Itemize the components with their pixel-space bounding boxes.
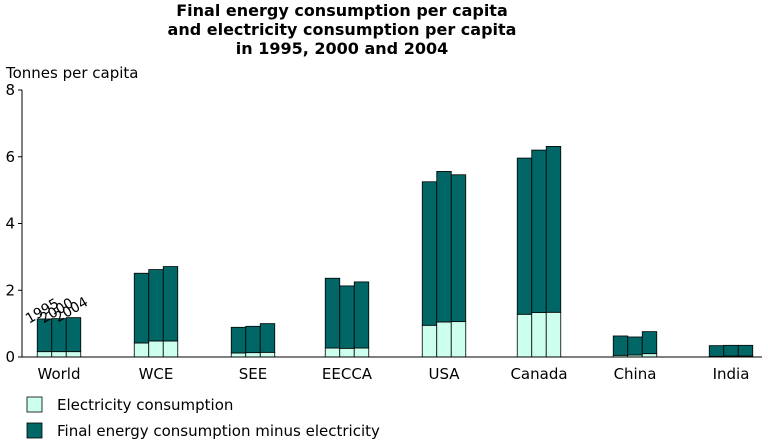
bar-final-energy-canada-1995 <box>516 157 533 315</box>
bars: World WCE SEE EECCA USA Canada China India <box>36 146 754 383</box>
bar-electricity-wce-1995 <box>133 342 150 358</box>
bar-electricity-usa-1995 <box>421 324 438 358</box>
category-label: EECCA <box>322 365 373 383</box>
category-label: WCE <box>139 365 174 383</box>
bar-final-energy-eecca-2004 <box>353 281 370 349</box>
y-axis-label: Tonnes per capita <box>5 64 139 82</box>
bar-electricity-see-2000 <box>245 352 261 358</box>
bar-final-energy-india-2004 <box>737 344 754 357</box>
bar-electricity-usa-2004 <box>450 321 467 358</box>
bar-electricity-see-2004 <box>259 351 276 358</box>
y-tick-label: 0 <box>5 348 15 366</box>
bar-electricity-eecca-2004 <box>353 347 370 358</box>
bar-final-energy-wce-2000 <box>148 269 164 342</box>
category-label: World <box>38 365 81 383</box>
bar-electricity-usa-2000 <box>436 321 452 358</box>
category-label: SEE <box>239 365 267 383</box>
y-tick-label: 8 <box>5 81 15 99</box>
bar-electricity-world-2000 <box>51 351 67 358</box>
bar-final-energy-canada-2004 <box>545 146 562 313</box>
legend: Electricity consumption Final energy cons… <box>26 396 380 440</box>
bar-final-energy-eecca-1995 <box>324 277 341 349</box>
bar-final-energy-wce-2004 <box>162 266 179 342</box>
bar-final-energy-world-2004 <box>65 317 82 353</box>
legend-label: Final energy consumption minus electrici… <box>57 422 380 440</box>
bar-electricity-world-1995 <box>36 351 53 358</box>
bar-final-energy-see-2000 <box>245 325 261 354</box>
bar-final-energy-see-1995 <box>230 326 247 354</box>
bar-electricity-wce-2004 <box>162 340 179 358</box>
y-tick-label: 2 <box>5 281 15 299</box>
bar-final-energy-canada-2000 <box>531 149 547 314</box>
category-label: USA <box>428 365 460 383</box>
bar-final-energy-wce-1995 <box>133 272 150 344</box>
bar-electricity-eecca-2000 <box>339 347 355 358</box>
axes: 0 2 4 6 8 <box>5 81 762 366</box>
y-tick-label: 4 <box>5 215 15 233</box>
bar-electricity-canada-2004 <box>545 311 562 358</box>
bar-final-energy-usa-1995 <box>421 181 438 326</box>
bar-electricity-china-2004 <box>641 353 658 358</box>
bar-electricity-eecca-1995 <box>324 347 341 358</box>
chart-title-line: in 1995, 2000 and 2004 <box>236 39 448 58</box>
chart-title-line: Final energy consumption per capita <box>176 1 508 20</box>
bar-final-energy-usa-2000 <box>436 171 452 323</box>
bar-final-energy-see-2004 <box>259 323 276 353</box>
bar-electricity-canada-2000 <box>531 312 547 358</box>
bar-electricity-wce-2000 <box>148 340 164 358</box>
category-label: India <box>713 365 750 383</box>
bar-electricity-world-2004 <box>65 351 82 358</box>
bar-electricity-canada-1995 <box>516 313 533 358</box>
bar-final-energy-china-2000 <box>627 336 643 356</box>
legend-swatch <box>26 396 43 413</box>
bar-final-energy-india-2000 <box>723 344 739 357</box>
bar-final-energy-china-2004 <box>641 331 658 355</box>
chart-title-line: and electricity consumption per capita <box>168 20 517 39</box>
bar-final-energy-eecca-2000 <box>339 285 355 349</box>
y-tick-label: 6 <box>5 148 15 166</box>
legend-swatch <box>26 422 43 439</box>
bar-final-energy-india-1995 <box>708 345 725 357</box>
bar-final-energy-china-1995 <box>612 335 629 356</box>
bar-electricity-see-1995 <box>230 352 247 358</box>
category-label: Canada <box>510 365 567 383</box>
legend-label: Electricity consumption <box>57 396 233 414</box>
category-label: China <box>614 365 657 383</box>
bar-final-energy-usa-2004 <box>450 174 467 323</box>
